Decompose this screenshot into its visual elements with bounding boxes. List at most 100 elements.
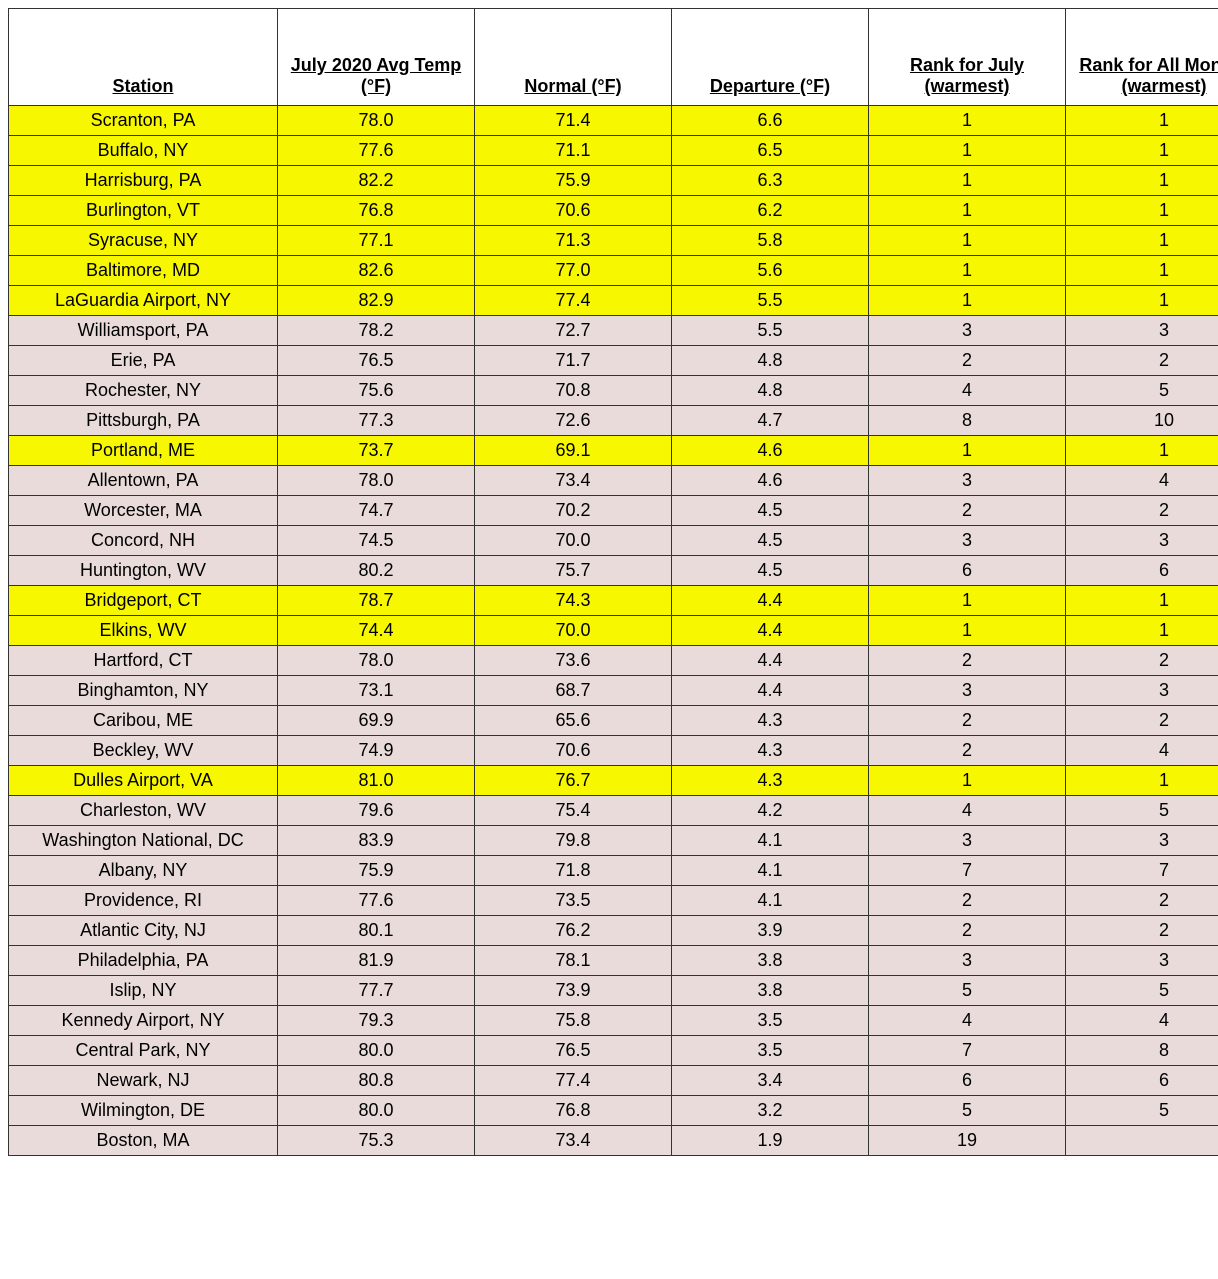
cell-dep: 3.8 [672,976,869,1006]
cell-avg: 80.1 [278,916,475,946]
cell-dep: 6.5 [672,136,869,166]
table-row: Dulles Airport, VA81.076.74.311 [9,766,1218,796]
table-row: Rochester, NY75.670.84.845 [9,376,1218,406]
cell-normal: 73.9 [475,976,672,1006]
cell-rank_all: 1 [1066,226,1218,256]
table-row: Huntington, WV80.275.74.566 [9,556,1218,586]
table-header: StationJuly 2020 Avg Temp (°F)Normal (°F… [9,9,1218,106]
cell-normal: 75.4 [475,796,672,826]
cell-rank_all: 1 [1066,436,1218,466]
cell-rank_july: 8 [869,406,1066,436]
cell-avg: 73.1 [278,676,475,706]
cell-normal: 71.1 [475,136,672,166]
cell-normal: 71.3 [475,226,672,256]
cell-station: Binghamton, NY [9,676,278,706]
table-row: Philadelphia, PA81.978.13.833 [9,946,1218,976]
cell-station: Worcester, MA [9,496,278,526]
table-row: Beckley, WV74.970.64.324 [9,736,1218,766]
cell-rank_july: 6 [869,556,1066,586]
cell-avg: 78.0 [278,106,475,136]
cell-normal: 76.2 [475,916,672,946]
cell-rank_all: 1 [1066,586,1218,616]
table-row: Concord, NH74.570.04.533 [9,526,1218,556]
cell-dep: 4.1 [672,886,869,916]
cell-rank_july: 2 [869,886,1066,916]
column-header: Departure (°F) [672,9,869,106]
cell-rank_july: 2 [869,496,1066,526]
cell-avg: 76.5 [278,346,475,376]
cell-rank_july: 4 [869,376,1066,406]
cell-avg: 81.0 [278,766,475,796]
table-row: Scranton, PA78.071.46.611 [9,106,1218,136]
cell-normal: 76.8 [475,1096,672,1126]
cell-avg: 69.9 [278,706,475,736]
cell-normal: 75.8 [475,1006,672,1036]
cell-avg: 79.6 [278,796,475,826]
cell-normal: 65.6 [475,706,672,736]
cell-normal: 70.6 [475,736,672,766]
cell-dep: 6.2 [672,196,869,226]
cell-avg: 76.8 [278,196,475,226]
cell-normal: 73.5 [475,886,672,916]
cell-rank_all: 8 [1066,1036,1218,1066]
cell-normal: 70.0 [475,616,672,646]
cell-rank_july: 3 [869,826,1066,856]
cell-rank_all: 4 [1066,736,1218,766]
cell-rank_july: 2 [869,736,1066,766]
cell-dep: 4.3 [672,736,869,766]
cell-dep: 5.8 [672,226,869,256]
table-row: Portland, ME73.769.14.611 [9,436,1218,466]
cell-rank_all: 2 [1066,916,1218,946]
cell-rank_july: 4 [869,796,1066,826]
cell-rank_july: 1 [869,766,1066,796]
cell-dep: 4.1 [672,826,869,856]
table-row: Baltimore, MD82.677.05.611 [9,256,1218,286]
column-header: Rank for July (warmest) [869,9,1066,106]
cell-rank_all: 1 [1066,166,1218,196]
cell-avg: 77.6 [278,886,475,916]
cell-station: Rochester, NY [9,376,278,406]
cell-station: Erie, PA [9,346,278,376]
cell-dep: 4.3 [672,706,869,736]
table-row: Binghamton, NY73.168.74.433 [9,676,1218,706]
cell-avg: 80.8 [278,1066,475,1096]
cell-avg: 74.4 [278,616,475,646]
cell-station: Philadelphia, PA [9,946,278,976]
cell-normal: 77.0 [475,256,672,286]
cell-rank_all: 2 [1066,346,1218,376]
table-body: Scranton, PA78.071.46.611Buffalo, NY77.6… [9,106,1218,1156]
table-row: Atlantic City, NJ80.176.23.922 [9,916,1218,946]
cell-rank_july: 5 [869,1096,1066,1126]
table-row: LaGuardia Airport, NY82.977.45.511 [9,286,1218,316]
cell-avg: 77.6 [278,136,475,166]
cell-dep: 3.5 [672,1006,869,1036]
cell-avg: 82.2 [278,166,475,196]
cell-normal: 68.7 [475,676,672,706]
cell-dep: 4.4 [672,616,869,646]
table-row: Boston, MA75.373.41.919 [9,1126,1218,1156]
cell-rank_all: 6 [1066,556,1218,586]
cell-dep: 3.8 [672,946,869,976]
cell-normal: 70.0 [475,526,672,556]
cell-avg: 75.9 [278,856,475,886]
cell-rank_july: 7 [869,856,1066,886]
cell-dep: 4.5 [672,556,869,586]
cell-rank_all: 5 [1066,976,1218,1006]
cell-rank_all: 5 [1066,1096,1218,1126]
cell-station: Atlantic City, NJ [9,916,278,946]
table-row: Hartford, CT78.073.64.422 [9,646,1218,676]
cell-rank_all: 2 [1066,706,1218,736]
cell-station: Allentown, PA [9,466,278,496]
cell-avg: 82.9 [278,286,475,316]
cell-station: Central Park, NY [9,1036,278,1066]
cell-station: Washington National, DC [9,826,278,856]
table-row: Providence, RI77.673.54.122 [9,886,1218,916]
column-header: Station [9,9,278,106]
column-header: July 2020 Avg Temp (°F) [278,9,475,106]
cell-dep: 4.5 [672,526,869,556]
cell-rank_all: 7 [1066,856,1218,886]
cell-rank_july: 2 [869,706,1066,736]
cell-rank_all: 6 [1066,1066,1218,1096]
table-row: Islip, NY77.773.93.855 [9,976,1218,1006]
cell-station: Bridgeport, CT [9,586,278,616]
